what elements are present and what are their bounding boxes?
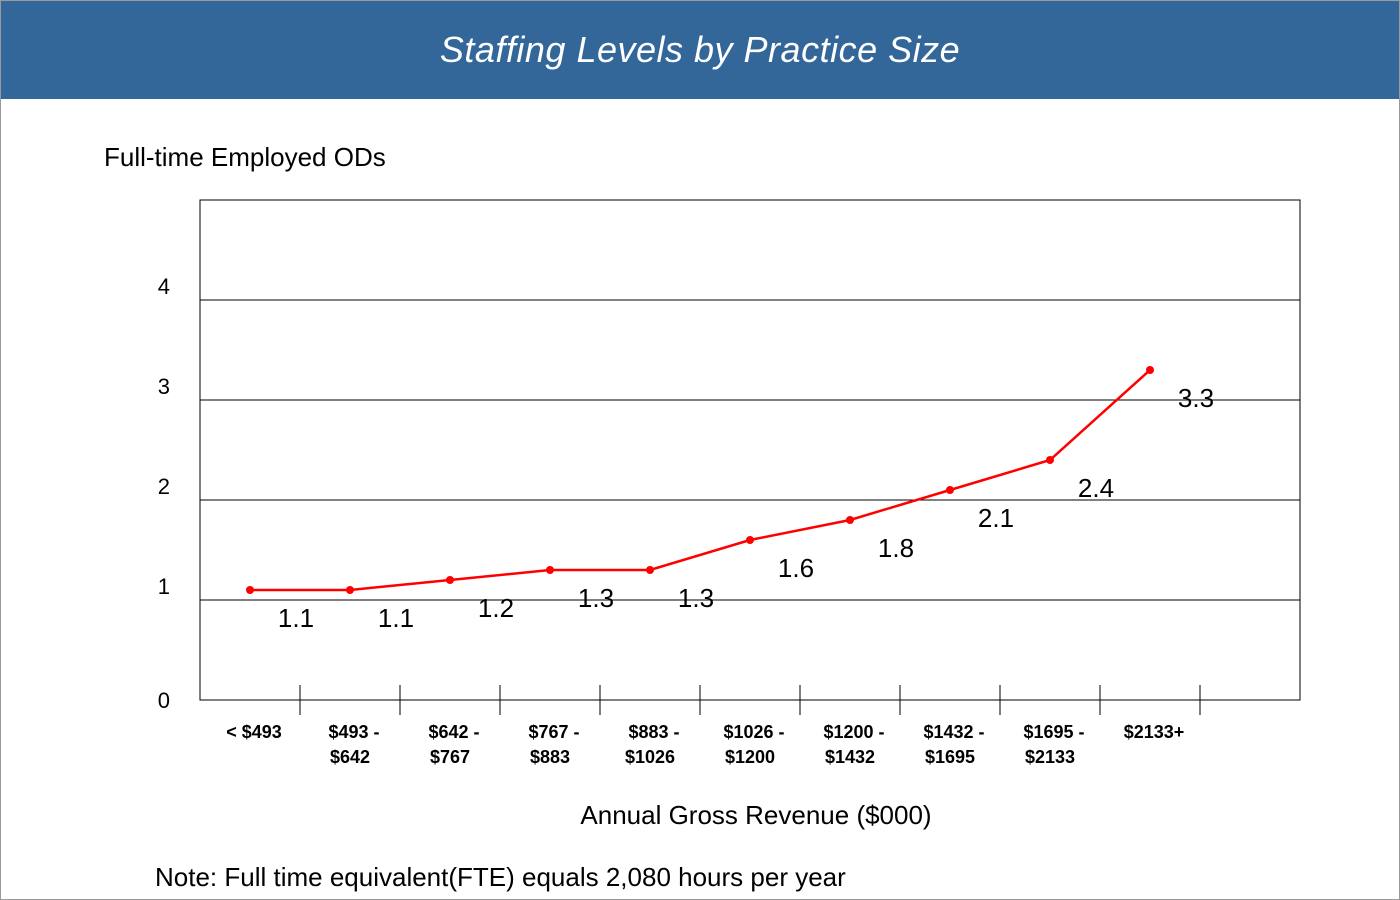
data-label: 1.1 — [278, 603, 314, 633]
x-category-label: $493 -$642 — [328, 722, 379, 767]
data-point — [646, 566, 654, 574]
data-label: 1.8 — [878, 533, 914, 563]
data-point — [346, 586, 354, 594]
x-category-label: $767 -$883 — [528, 722, 579, 767]
y-tick-label: 3 — [158, 374, 170, 399]
data-label: 1.3 — [678, 583, 714, 613]
data-label: 1.6 — [778, 553, 814, 583]
data-point — [846, 516, 854, 524]
y-tick-label: 0 — [158, 688, 170, 713]
y-tick-label: 2 — [158, 474, 170, 499]
y-axis-title: Full-time Employed ODs — [104, 142, 386, 172]
y-tick-label: 1 — [158, 574, 170, 599]
plot-area — [199, 199, 1301, 701]
x-category-label: $642 -$767 — [428, 722, 479, 767]
data-point — [546, 566, 554, 574]
data-point — [1046, 456, 1054, 464]
title-banner: Staffing Levels by Practice Size — [1, 1, 1399, 99]
data-label: 3.3 — [1178, 383, 1214, 413]
footnote: Note: Full time equivalent(FTE) equals 2… — [155, 862, 846, 892]
chart-title: Staffing Levels by Practice Size — [439, 29, 961, 70]
series-line — [250, 369, 1151, 592]
y-tick-label: 4 — [158, 274, 170, 299]
data-point — [446, 576, 454, 584]
data-label: 1.1 — [378, 603, 414, 633]
data-label: 2.1 — [978, 503, 1014, 533]
x-category-label: $1026 -$1200 — [723, 722, 784, 767]
data-label: 1.3 — [578, 583, 614, 613]
x-category-label: $1200 -$1432 — [823, 722, 884, 767]
data-point — [246, 586, 254, 594]
x-category-label: $883 -$1026 — [625, 722, 680, 767]
data-point — [1146, 366, 1154, 374]
x-category-label: < $493 — [226, 722, 282, 742]
data-label: 2.4 — [1078, 473, 1114, 503]
data-point — [746, 536, 754, 544]
x-category-label: $1695 -$2133 — [1023, 722, 1084, 767]
data-point — [946, 486, 954, 494]
x-category-label: $1432 -$1695 — [923, 722, 984, 767]
x-category-label: $2133+ — [1124, 722, 1185, 742]
data-label: 1.2 — [478, 593, 514, 623]
x-axis-title: Annual Gross Revenue ($000) — [580, 800, 932, 830]
